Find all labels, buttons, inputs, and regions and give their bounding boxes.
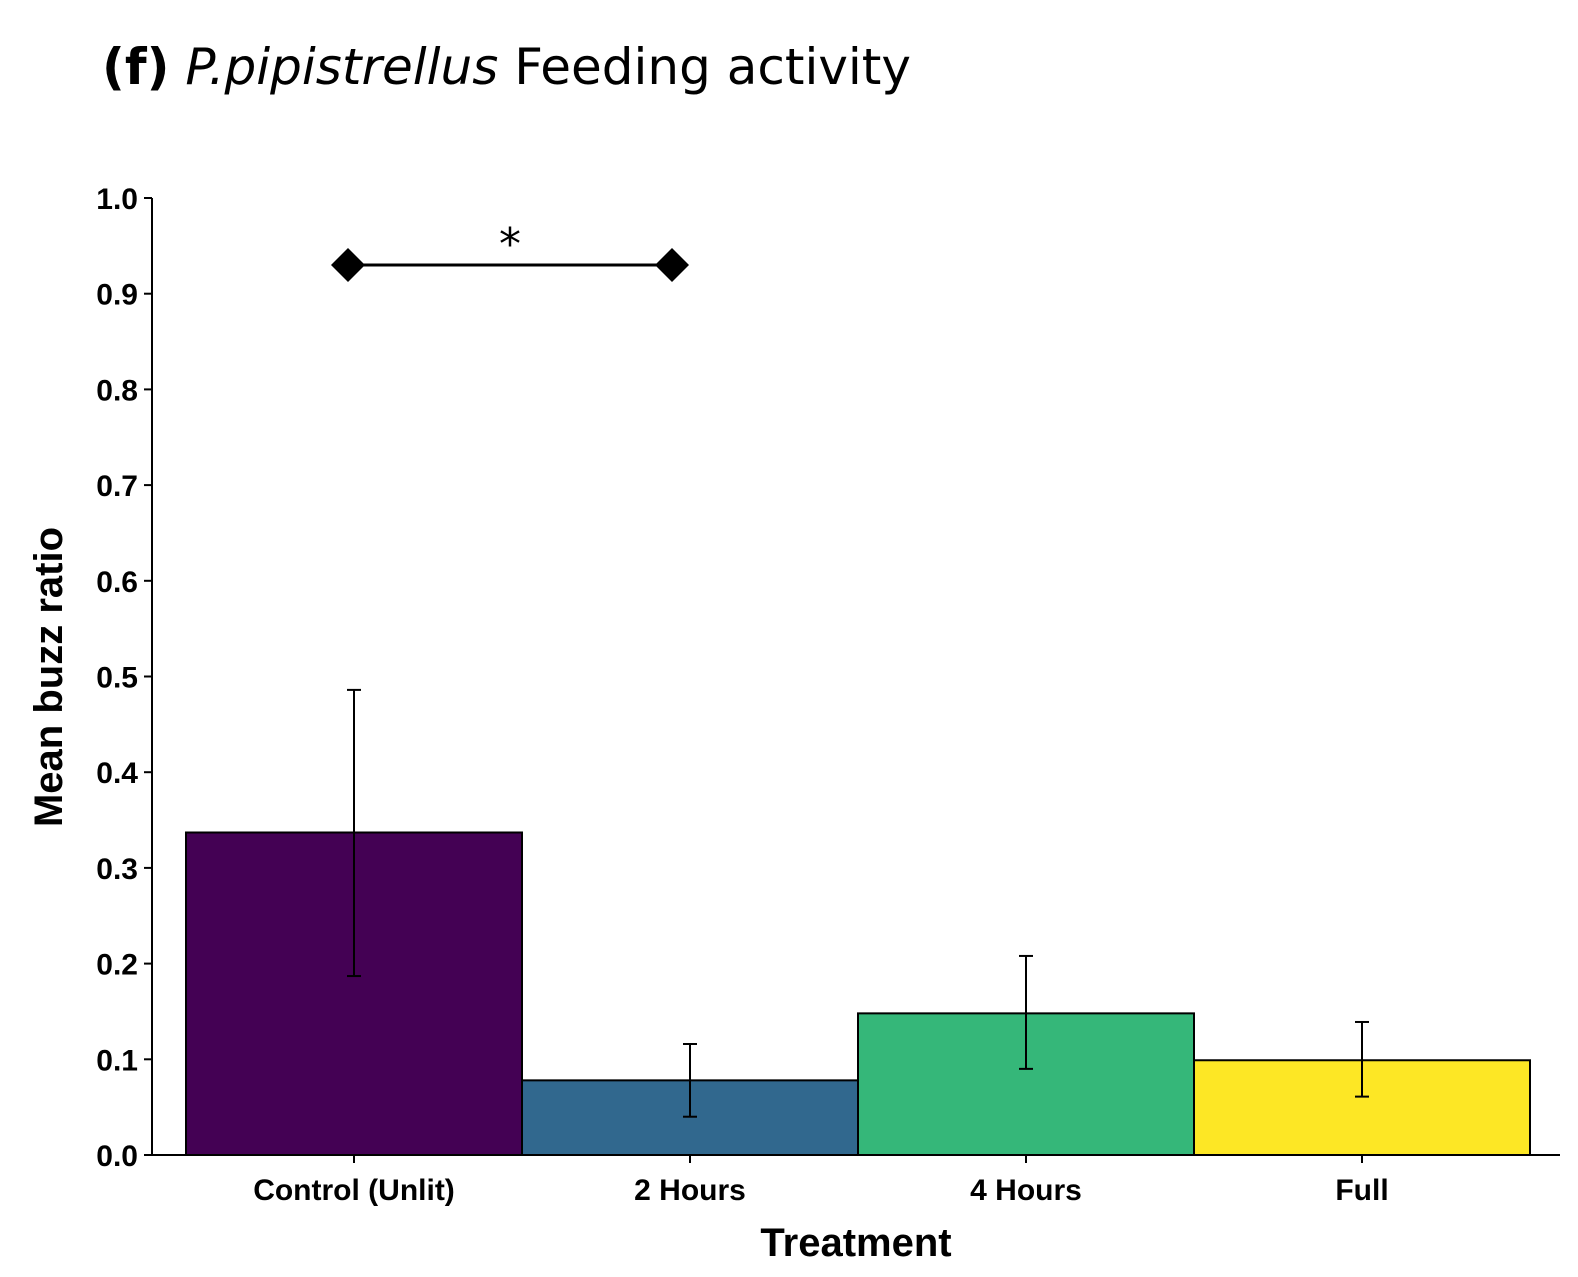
y-tick-label-3: 0.3 — [96, 853, 138, 886]
y-tick-label-0: 0.0 — [96, 1140, 138, 1173]
title-text: Feeding activity — [514, 38, 912, 96]
axes-group: 0.0 0.1 0.2 0.3 0.4 0.5 0.6 0.7 0.8 0.9 1.0 Control… — [96, 183, 1560, 1207]
significance-annotation: * — [331, 219, 689, 282]
error-bars-group — [347, 688, 1369, 1118]
chart-title: (f) P.pipistrellus Feeding activity — [102, 38, 911, 96]
significance-label: * — [499, 219, 521, 270]
bars-group — [185, 831, 1531, 1157]
y-tick-label-9: 0.9 — [96, 279, 138, 312]
x-tick-label-3: Full — [1335, 1174, 1388, 1207]
y-tick-label-6: 0.6 — [96, 566, 138, 599]
y-tick-label-8: 0.8 — [96, 374, 138, 407]
x-tick-label-0: Control (Unlit) — [253, 1174, 455, 1207]
x-tick-label-1: 2 Hours — [634, 1174, 746, 1207]
y-tick-label-1: 0.1 — [96, 1044, 138, 1077]
species-name: P.pipistrellus — [185, 38, 499, 96]
y-tick-label-4: 0.4 — [96, 757, 138, 790]
diamond-marker-right — [655, 247, 689, 282]
y-tick-label-10: 1.0 — [96, 183, 138, 216]
panel-tag: (f) — [102, 38, 170, 96]
y-axis-title: Mean buzz ratio — [27, 527, 71, 827]
x-tick-label-2: 4 Hours — [970, 1174, 1082, 1207]
y-tick-label-2: 0.2 — [96, 949, 138, 982]
y-tick-label-7: 0.7 — [96, 470, 138, 503]
x-axis-title: Treatment — [760, 1221, 951, 1265]
diamond-marker-left — [331, 247, 365, 282]
y-tick-label-5: 0.5 — [96, 662, 138, 695]
